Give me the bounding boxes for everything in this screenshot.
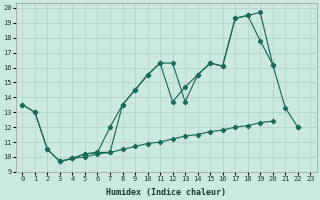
X-axis label: Humidex (Indice chaleur): Humidex (Indice chaleur): [106, 188, 226, 197]
